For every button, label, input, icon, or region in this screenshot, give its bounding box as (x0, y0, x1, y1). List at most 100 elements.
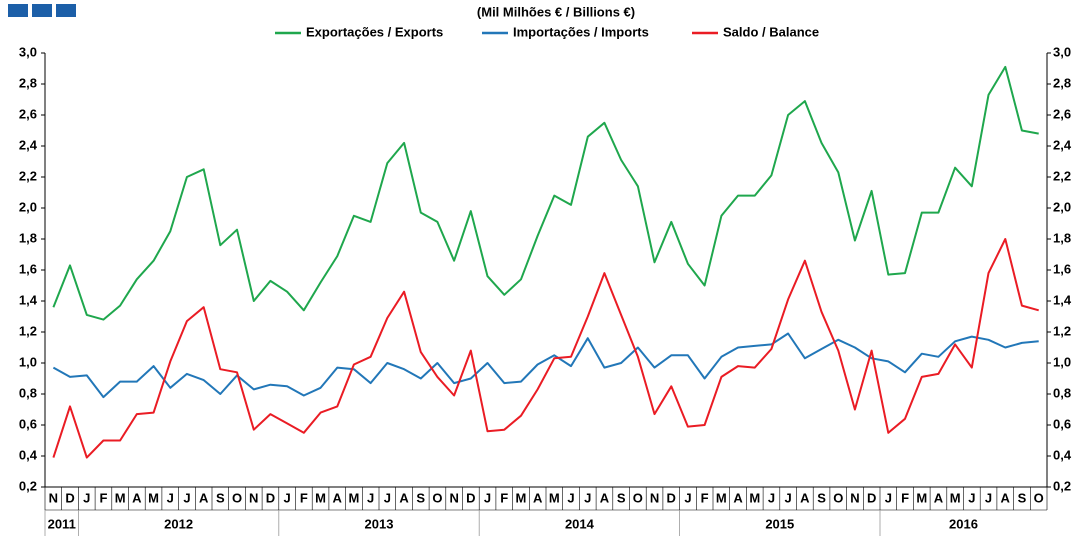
legend-label: Exportações / Exports (306, 24, 443, 39)
y2-tick-label: 2,0 (1053, 199, 1071, 214)
x-tick-label: A (399, 490, 409, 505)
year-label: 2012 (164, 516, 193, 531)
x-tick-label: M (349, 490, 360, 505)
y-tick-label: 0,4 (19, 447, 38, 462)
series-line (52, 238, 1039, 459)
x-tick-label: O (1034, 490, 1044, 505)
x-tick-label: J (985, 490, 992, 505)
y-tick-label: 2,2 (19, 168, 37, 183)
x-tick-label: O (432, 490, 442, 505)
x-tick-label: D (266, 490, 275, 505)
y2-tick-label: 2,4 (1053, 137, 1072, 152)
x-tick-label: M (516, 490, 527, 505)
x-tick-label: F (300, 490, 308, 505)
legend-label: Importações / Imports (513, 24, 649, 39)
x-tick-label: N (49, 490, 58, 505)
x-tick-label: F (701, 490, 709, 505)
series-line (52, 65, 1039, 321)
logo-block (32, 4, 52, 17)
y-tick-label: 3,0 (19, 44, 37, 59)
x-tick-label: S (1018, 490, 1027, 505)
y-tick-label: 1,4 (19, 292, 38, 307)
x-tick-label: S (216, 490, 225, 505)
logo-block (8, 4, 28, 17)
y-tick-label: 1,6 (19, 261, 37, 276)
x-tick-label: J (367, 490, 374, 505)
year-label: 2011 (48, 516, 76, 531)
x-tick-label: D (667, 490, 676, 505)
x-tick-label: A (733, 490, 743, 505)
year-label: 2016 (949, 516, 978, 531)
x-tick-label: S (617, 490, 626, 505)
x-tick-label: A (199, 490, 209, 505)
x-tick-label: J (968, 490, 975, 505)
year-label: 2013 (365, 516, 394, 531)
x-tick-label: N (650, 490, 659, 505)
x-tick-label: J (183, 490, 190, 505)
logo-block (56, 4, 76, 17)
y-tick-label: 1,0 (19, 354, 37, 369)
x-tick-label: A (600, 490, 610, 505)
x-tick-label: J (484, 490, 491, 505)
x-tick-label: M (950, 490, 961, 505)
y2-tick-label: 1,2 (1053, 323, 1071, 338)
y2-tick-label: 0,8 (1053, 385, 1071, 400)
x-tick-label: N (449, 490, 458, 505)
x-tick-label: S (817, 490, 826, 505)
y-tick-label: 0,8 (19, 385, 37, 400)
y-tick-label: 1,8 (19, 230, 37, 245)
x-tick-label: J (567, 490, 574, 505)
y2-tick-label: 2,2 (1053, 168, 1071, 183)
x-tick-label: O (633, 490, 643, 505)
y2-tick-label: 0,4 (1053, 447, 1072, 462)
x-tick-label: M (549, 490, 560, 505)
y2-tick-label: 0,2 (1053, 478, 1071, 493)
x-tick-label: D (65, 490, 74, 505)
x-tick-label: A (533, 490, 543, 505)
year-label: 2015 (765, 516, 794, 531)
y-tick-label: 2,8 (19, 75, 37, 90)
x-tick-label: D (867, 490, 876, 505)
y2-tick-label: 0,6 (1053, 416, 1071, 431)
x-tick-label: O (232, 490, 242, 505)
x-tick-label: J (284, 490, 291, 505)
y2-tick-label: 3,0 (1053, 44, 1071, 59)
y-tick-label: 0,6 (19, 416, 37, 431)
x-tick-label: J (384, 490, 391, 505)
y2-tick-label: 1,0 (1053, 354, 1071, 369)
x-tick-label: N (850, 490, 859, 505)
x-tick-label: J (167, 490, 174, 505)
x-tick-label: O (833, 490, 843, 505)
x-tick-label: A (800, 490, 810, 505)
x-tick-label: A (934, 490, 944, 505)
y-tick-label: 1,2 (19, 323, 37, 338)
series-line (52, 332, 1039, 399)
y-tick-label: 2,4 (19, 137, 38, 152)
x-tick-label: D (466, 490, 475, 505)
y-tick-label: 2,0 (19, 199, 37, 214)
x-tick-label: J (768, 490, 775, 505)
x-tick-label: M (148, 490, 159, 505)
x-tick-label: S (416, 490, 425, 505)
x-tick-label: F (99, 490, 107, 505)
x-tick-label: J (83, 490, 90, 505)
x-tick-label: J (684, 490, 691, 505)
x-tick-label: M (115, 490, 126, 505)
x-tick-label: J (785, 490, 792, 505)
x-tick-label: F (901, 490, 909, 505)
y2-tick-label: 2,8 (1053, 75, 1071, 90)
x-tick-label: F (500, 490, 508, 505)
x-tick-label: J (584, 490, 591, 505)
chart-title: (Mil Milhões € / Billions €) (477, 4, 635, 19)
y-tick-label: 0,2 (19, 478, 37, 493)
x-tick-label: A (132, 490, 142, 505)
y2-tick-label: 1,6 (1053, 261, 1071, 276)
legend-label: Saldo / Balance (723, 24, 819, 39)
x-tick-label: M (749, 490, 760, 505)
x-tick-label: N (249, 490, 258, 505)
x-tick-label: M (315, 490, 326, 505)
y2-tick-label: 1,4 (1053, 292, 1072, 307)
x-tick-label: M (716, 490, 727, 505)
year-label: 2014 (565, 516, 595, 531)
